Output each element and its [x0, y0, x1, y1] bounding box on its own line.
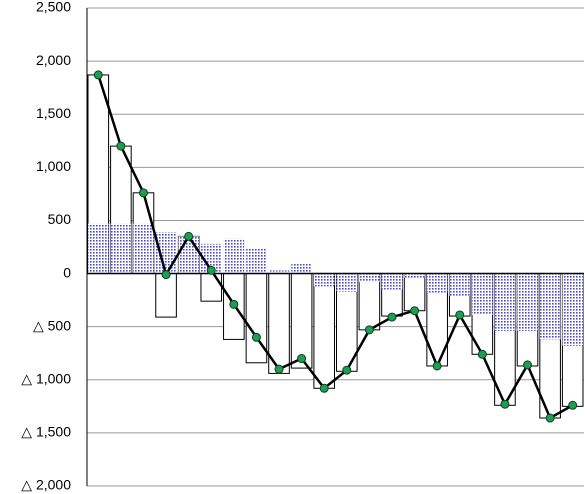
bar — [268, 270, 290, 274]
marker — [116, 141, 126, 151]
bar — [178, 236, 199, 274]
y-tick-label: 1,000 — [36, 158, 71, 174]
bar — [200, 273, 223, 302]
y-tick-label: 0 — [63, 264, 71, 280]
bar — [291, 263, 312, 274]
y-tick-label: △ 500 — [33, 317, 71, 333]
bar — [313, 273, 335, 287]
marker — [410, 306, 420, 316]
y-tick-label: △ 2,000 — [21, 477, 71, 493]
marker — [297, 354, 307, 364]
marker — [206, 265, 216, 275]
marker — [364, 325, 374, 335]
bar — [290, 273, 313, 369]
marker — [432, 361, 442, 371]
marker — [138, 188, 148, 198]
y-tick-label: 1,500 — [36, 105, 71, 121]
bar — [404, 273, 425, 278]
marker — [500, 399, 510, 409]
marker — [477, 349, 487, 359]
marker — [342, 365, 352, 375]
bar — [313, 273, 335, 389]
bar — [517, 273, 538, 331]
bar — [403, 273, 426, 312]
bar — [133, 223, 154, 274]
marker — [387, 312, 397, 322]
marker — [251, 332, 261, 342]
bar — [200, 243, 222, 274]
bar — [381, 273, 403, 290]
bar — [472, 273, 493, 315]
marker — [161, 270, 171, 280]
line — [97, 74, 574, 420]
marker — [455, 310, 465, 320]
bar — [246, 248, 267, 274]
marker — [523, 360, 533, 370]
bar — [449, 273, 471, 296]
marker — [274, 364, 284, 374]
marker — [229, 299, 239, 309]
y-tick-label: 2,500 — [36, 0, 71, 15]
marker — [545, 413, 555, 423]
marker — [568, 400, 578, 410]
marker — [319, 383, 329, 393]
bar — [155, 273, 177, 318]
y-tick-label: △ 1,500 — [21, 424, 71, 440]
bar — [539, 273, 561, 340]
bar — [494, 273, 516, 331]
bar — [562, 273, 583, 346]
y-tick-label: 2,000 — [36, 52, 71, 68]
bar — [155, 232, 177, 274]
marker — [184, 231, 194, 241]
y-tick-label: 500 — [48, 211, 72, 227]
bar — [110, 223, 132, 274]
bar — [426, 273, 448, 293]
bar — [223, 238, 245, 274]
marker — [93, 70, 103, 80]
bar — [359, 273, 380, 283]
bar — [336, 273, 358, 292]
bar — [88, 223, 109, 274]
y-tick-label: △ 1,000 — [21, 370, 71, 386]
